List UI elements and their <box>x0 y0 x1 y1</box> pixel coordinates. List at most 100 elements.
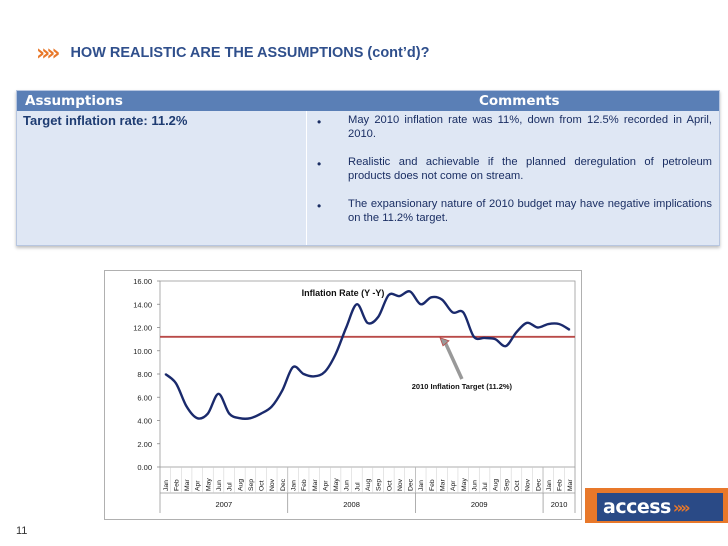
x-tick-label: May <box>461 478 468 491</box>
inflation-chart: 16.00 14.00 12.00 10.00 8.00 6.00 4.00 2.00 0.00… <box>104 270 582 520</box>
year-label: 2007 <box>216 500 233 509</box>
x-tick-label: Jan <box>418 480 425 491</box>
data-point <box>388 294 390 296</box>
data-point <box>473 336 475 338</box>
x-tick-label: Oct <box>259 480 266 491</box>
data-point <box>366 322 369 324</box>
data-point <box>537 326 539 329</box>
page-title: HOW REALISTIC ARE THE ASSUMPTIONS (cont’… <box>70 45 430 61</box>
data-point <box>260 412 262 415</box>
data-point <box>207 412 209 415</box>
access-logo-text: access <box>603 496 671 518</box>
data-point <box>526 322 528 324</box>
y-tick-label: 2.00 <box>137 440 152 449</box>
data-point <box>494 338 496 340</box>
data-point <box>217 393 220 395</box>
x-tick-label: Jun <box>216 480 223 491</box>
comment-item: May 2010 inflation rate was 11%, down fr… <box>348 114 712 140</box>
x-tick-label: Aug <box>365 479 372 491</box>
data-point <box>430 296 432 298</box>
x-tick-label: Nov <box>397 478 404 491</box>
x-tick-label: Sep <box>376 479 383 491</box>
x-tick-label: Mar <box>184 479 191 491</box>
comment-item: Realistic and achievable if the planned … <box>348 156 712 182</box>
x-tick-label: Apr <box>450 480 457 491</box>
x-tick-label: May <box>205 478 212 491</box>
x-tick-label: Jul <box>482 482 489 491</box>
x-tick-label: Sep <box>248 479 255 491</box>
bullet-icon: • <box>317 199 322 213</box>
x-tick-label: May <box>333 478 340 491</box>
column-divider <box>306 111 307 245</box>
data-point <box>345 326 347 329</box>
x-tick-label: Mar <box>567 479 574 491</box>
chevron-bullet-icon: »» <box>36 40 61 66</box>
y-tick-label: 16.00 <box>133 277 152 286</box>
data-point <box>334 353 337 355</box>
assumptions-table: Assumptions Comments Target inflation ra… <box>16 90 720 246</box>
y-tick-label: 12.00 <box>133 324 152 333</box>
data-point <box>239 417 241 419</box>
x-tick-label: Apr <box>322 480 329 491</box>
data-point <box>249 417 252 419</box>
x-tick-label: Mar <box>439 479 446 491</box>
bullet-icon: • <box>317 157 322 171</box>
x-tick-label: Apr <box>195 480 202 491</box>
data-point <box>558 323 560 325</box>
x-tick-label: Feb <box>301 479 308 491</box>
x-tick-label: Aug <box>237 479 244 491</box>
inflation-chart-svg: 16.00 14.00 12.00 10.00 8.00 6.00 4.00 2.00 0.00… <box>133 277 576 513</box>
x-tick-label: Dec <box>535 478 542 491</box>
data-point <box>196 417 198 419</box>
y-tick-label: 0.00 <box>137 463 152 472</box>
y-tick-label: 4.00 <box>137 417 152 426</box>
chevron-logo-icon: »» <box>672 498 691 517</box>
data-point <box>186 405 188 408</box>
year-label: 2009 <box>471 500 488 509</box>
x-tick-label: Jul <box>227 482 234 491</box>
chart-title: Inflation Rate (Y -Y) <box>302 288 385 298</box>
column-header-assumptions: Assumptions <box>25 93 123 109</box>
data-point <box>409 290 411 293</box>
table-header: Assumptions Comments <box>17 91 719 111</box>
data-point <box>569 329 571 331</box>
data-point <box>462 311 464 313</box>
x-tick-label: Feb <box>557 479 564 491</box>
annotation-arrowhead <box>439 337 450 347</box>
assumption-cell: Target inflation rate: 11.2% <box>23 113 188 128</box>
x-tick-label: Jul <box>354 482 361 491</box>
data-point <box>228 412 230 415</box>
data-point <box>313 375 315 377</box>
data-point <box>483 337 486 339</box>
x-tick-label: Aug <box>493 479 500 491</box>
data-point <box>175 382 177 384</box>
y-tick-label: 14.00 <box>133 300 152 309</box>
data-point <box>164 373 166 375</box>
slide-title-row: »» HOW REALISTIC ARE THE ASSUMPTIONS (co… <box>36 40 429 66</box>
plot-area <box>159 280 576 468</box>
y-tick-label: 6.00 <box>137 393 152 402</box>
x-tick-label: Mar <box>312 479 319 491</box>
data-point <box>420 303 422 305</box>
data-point <box>271 405 273 408</box>
data-point <box>356 303 358 305</box>
x-tick-label: Jan <box>291 480 298 491</box>
data-point <box>398 295 401 297</box>
column-header-comments: Comments <box>479 93 560 109</box>
year-label: 2010 <box>551 500 568 509</box>
x-tick-label: Nov <box>525 478 532 491</box>
x-tick-label: Dec <box>280 478 287 491</box>
data-point <box>324 371 326 373</box>
comment-item: The expansionary nature of 2010 budget m… <box>348 198 712 224</box>
x-tick-label: Nov <box>269 478 276 491</box>
y-tick-label: 8.00 <box>137 370 152 379</box>
x-tick-label: Jan <box>163 480 170 491</box>
data-point <box>547 323 549 325</box>
x-tick-label: Feb <box>429 479 436 491</box>
access-logo: access»» <box>585 488 728 523</box>
data-point <box>441 299 443 301</box>
x-tick-label: Oct <box>514 480 521 491</box>
x-tick-label: Jun <box>344 480 351 491</box>
data-point <box>505 345 507 347</box>
inflation-series-line <box>164 290 571 420</box>
